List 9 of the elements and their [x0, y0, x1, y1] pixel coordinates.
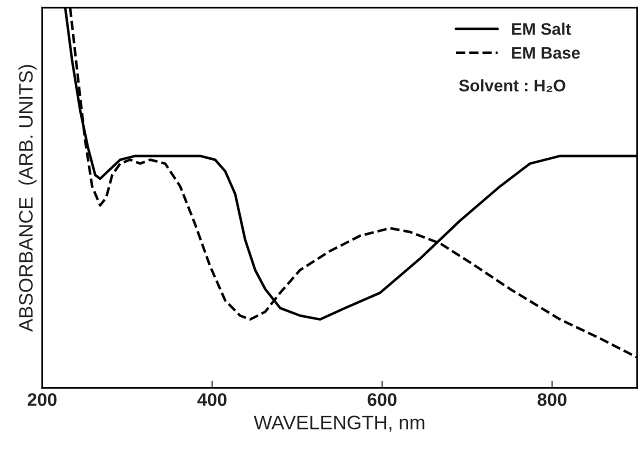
legend-label: EM Salt: [512, 22, 571, 35]
x-tick-label: 800: [538, 393, 566, 406]
x-tick-label: 400: [197, 393, 226, 406]
x-tick-label: 600: [368, 393, 396, 406]
x-tick-label: 200: [28, 393, 56, 406]
x-axis-title: WAVELENGTH, nm: [254, 416, 424, 432]
legend-label: EM Base: [512, 47, 580, 59]
y-axis-title: ABSORBANCE (ARB. UNITS): [18, 65, 37, 332]
annotation: Solvent : H₂O: [459, 79, 566, 92]
